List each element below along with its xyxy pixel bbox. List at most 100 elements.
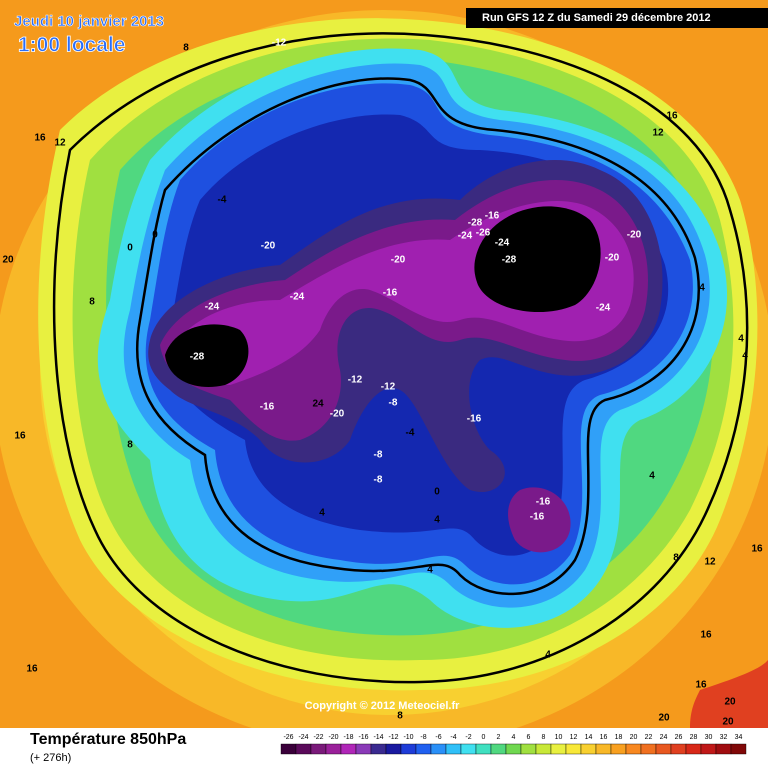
colorbar-cell [295,743,312,755]
colorbar-tick-label: -12 [388,734,398,741]
colorbar-cell [280,743,297,755]
colorbar-cell [535,743,552,755]
colorbar-tick-label: 12 [570,734,578,741]
run-label: Run GFS 12 Z du Samedi 29 décembre 2012 [482,12,711,24]
legend-lead: (+ 276h) [30,752,71,764]
colorbar-tick-label: 32 [720,734,728,741]
contour-label: 4 [649,471,655,482]
contour-label: -12 [348,375,363,386]
colorbar-cell [385,743,402,755]
colorbar: -26 -24 -22 -20 -18 -16 -14 -12 -10 -8 -6 -4 -2 0 2 4 6 8… [280,734,747,755]
contour-label: 8 [127,440,133,451]
contour-label: 8 [89,297,95,308]
colorbar-cell [595,743,612,755]
colorbar-cell [490,743,507,755]
contour-label: 4 [427,565,433,576]
colorbar-tick-label: -26 [283,734,293,741]
colorbar-tick-label: 24 [660,734,668,741]
colorbar-cell [580,743,597,755]
contour-label: -24 [205,302,220,313]
contour-label: 0 [127,243,133,254]
colorbar-tick-label: 28 [690,734,698,741]
contour-label: 20 [2,255,14,266]
contour-label: -24 [290,292,305,303]
colorbar-cell [355,743,372,755]
contour-label: 4 [699,283,705,294]
contour-label: -24 [458,231,473,242]
colorbar-tick-label: 30 [705,734,713,741]
contour-label: -8 [374,450,383,461]
colorbar-cell [445,743,462,755]
contour-label: 16 [751,544,763,555]
colorbar-cell [730,743,747,755]
contour-label: 16 [34,133,46,144]
copyright: Copyright © 2012 Meteociel.fr [305,700,461,712]
colorbar-tick-label: -18 [343,734,353,741]
colorbar-tick-label: 22 [645,734,653,741]
contour-label: 0 [152,230,158,241]
contour-label: 20 [658,713,670,724]
contour-label: -4 [218,195,227,206]
temperature-field [0,0,768,750]
contour-label: 4 [742,351,748,362]
colorbar-tick-label: 16 [600,734,608,741]
colorbar-cell [370,743,387,755]
colorbar-cell [655,743,672,755]
colorbar-tick-label: 10 [555,734,563,741]
contour-label: -20 [627,230,642,241]
colorbar-tick-label: 6 [527,734,531,741]
contour-label: 8 [673,553,679,564]
colorbar-tick-label: 26 [675,734,683,741]
colorbar-tick-label: 14 [585,734,593,741]
colorbar-cell [625,743,642,755]
colorbar-tick-label: 0 [482,734,486,741]
contour-label: -16 [536,497,551,508]
colorbar-cell [550,743,567,755]
contour-label: 12 [704,557,716,568]
contour-label: 16 [26,664,38,675]
colorbar-cell [325,743,342,755]
colorbar-cell [400,743,417,755]
colorbar-cell [415,743,432,755]
colorbar-tick-label: -2 [465,734,471,741]
contour-label: 16 [695,680,707,691]
contour-label: -20 [330,409,345,420]
contour-label: -28 [190,352,205,363]
colorbar-tick-label: -8 [420,734,426,741]
contour-label: 4 [738,334,744,345]
colorbar-cell [460,743,477,755]
colorbar-cell [475,743,492,755]
contour-label: 16 [700,630,712,641]
contour-label: -24 [596,303,611,314]
colorbar-tick-label: -10 [403,734,413,741]
contour-label: -16 [485,211,500,222]
contour-label: -20 [391,255,406,266]
colorbar-cell [565,743,582,755]
colorbar-tick-label: -20 [328,734,338,741]
contour-label: 4 [434,515,440,526]
colorbar-tick-label: -22 [313,734,323,741]
contour-label: -28 [502,255,517,266]
contour-label: 8 [397,711,403,722]
contour-label: 20 [722,717,734,728]
colorbar-tick-label: -4 [450,734,456,741]
contour-label: 12 [652,128,664,139]
contour-label: 12 [54,138,66,149]
colorbar-tick-label: 18 [615,734,623,741]
contour-label: -26 [476,228,491,239]
colorbar-cell [685,743,702,755]
legend-title: Température 850hPa [30,731,186,748]
colorbar-cell [520,743,537,755]
contour-label: 4 [545,650,551,661]
contour-label: -16 [530,512,545,523]
contour-label: -20 [605,253,620,264]
colorbar-tick-label: -16 [358,734,368,741]
contour-label: 8 [183,43,189,54]
contour-label: -16 [467,414,482,425]
colorbar-tick-label: 20 [630,734,638,741]
colorbar-cell [640,743,657,755]
colorbar-tick-label: 8 [542,734,546,741]
colorbar-cell [670,743,687,755]
